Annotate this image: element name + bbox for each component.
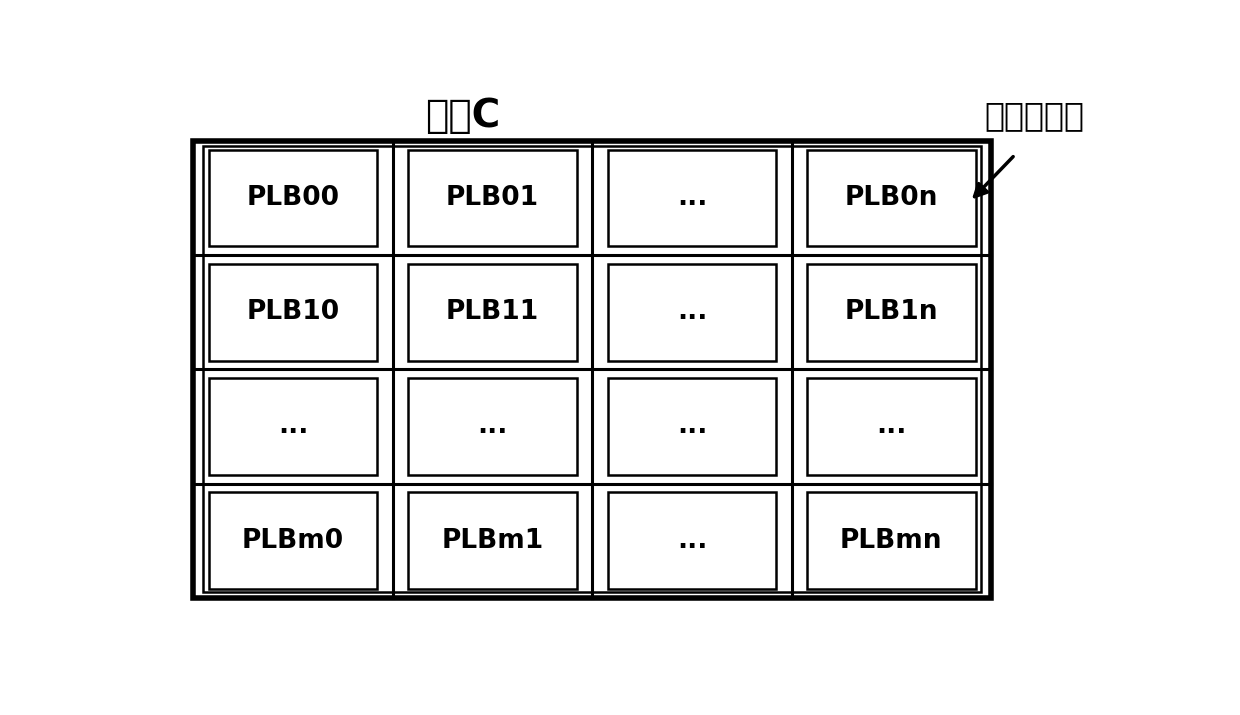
Bar (208, 264, 377, 360)
Text: ...: ... (677, 185, 707, 211)
Bar (408, 378, 577, 475)
Bar (193, 141, 991, 598)
Text: ...: ... (278, 413, 309, 440)
Bar (608, 264, 776, 360)
Bar (208, 149, 377, 246)
Text: ...: ... (677, 528, 707, 553)
Bar (208, 378, 377, 475)
Bar (807, 493, 976, 589)
Text: PLB01: PLB01 (446, 185, 539, 211)
Bar (807, 149, 976, 246)
Bar (608, 149, 776, 246)
Text: ...: ... (677, 299, 707, 325)
Bar (408, 493, 577, 589)
Text: PLBmn: PLBmn (841, 528, 942, 553)
Bar (203, 147, 982, 592)
Text: PLB00: PLB00 (247, 185, 340, 211)
Bar (608, 378, 776, 475)
Text: 布下的连线: 布下的连线 (985, 99, 1084, 132)
Bar (408, 149, 577, 246)
Text: PLB10: PLB10 (247, 299, 340, 325)
Text: ...: ... (877, 413, 906, 440)
Text: ...: ... (477, 413, 507, 440)
Text: PLB1n: PLB1n (844, 299, 939, 325)
Text: PLBm1: PLBm1 (441, 528, 543, 553)
Bar (408, 264, 577, 360)
Text: 芯片C: 芯片C (425, 97, 500, 135)
Text: PLB0n: PLB0n (844, 185, 937, 211)
Bar (208, 493, 377, 589)
Bar (807, 264, 976, 360)
Text: PLBm0: PLBm0 (242, 528, 345, 553)
Bar (608, 493, 776, 589)
Bar (807, 378, 976, 475)
Text: ...: ... (677, 413, 707, 440)
Text: PLB11: PLB11 (446, 299, 539, 325)
